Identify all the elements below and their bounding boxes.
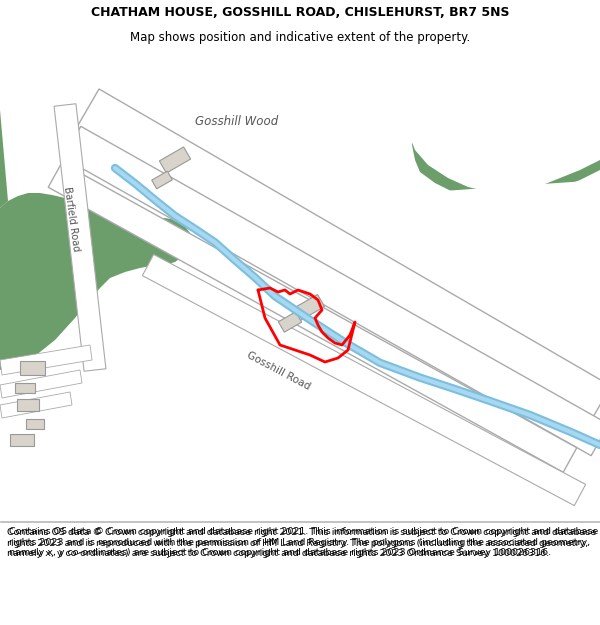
Bar <box>292 294 325 321</box>
Bar <box>17 399 39 411</box>
Polygon shape <box>77 89 600 424</box>
Bar <box>152 171 172 189</box>
Text: Gosshill Wood: Gosshill Wood <box>195 115 278 128</box>
Text: CHATHAM HOUSE, GOSSHILL ROAD, CHISLEHURST, BR7 5NS: CHATHAM HOUSE, GOSSHILL ROAD, CHISLEHURS… <box>91 6 509 19</box>
Text: Contains OS data © Crown copyright and database right 2021. This information is : Contains OS data © Crown copyright and d… <box>9 528 598 557</box>
Polygon shape <box>142 254 586 506</box>
Bar <box>10 434 34 446</box>
Polygon shape <box>412 50 600 202</box>
Polygon shape <box>415 180 600 400</box>
Polygon shape <box>54 104 106 371</box>
Polygon shape <box>63 126 600 456</box>
Bar <box>278 312 302 332</box>
Polygon shape <box>0 392 72 418</box>
Bar <box>15 383 35 393</box>
Polygon shape <box>0 50 8 208</box>
Text: Gosshill Road: Gosshill Road <box>245 350 312 392</box>
Polygon shape <box>0 110 192 370</box>
Polygon shape <box>0 370 82 398</box>
Polygon shape <box>0 345 92 375</box>
Bar <box>19 361 44 375</box>
Polygon shape <box>210 50 600 193</box>
Polygon shape <box>480 350 600 520</box>
Bar <box>26 419 44 429</box>
Polygon shape <box>48 162 577 472</box>
Text: Map shows position and indicative extent of the property.: Map shows position and indicative extent… <box>130 31 470 44</box>
Text: Contains OS data © Crown copyright and database right 2021. This information is : Contains OS data © Crown copyright and d… <box>7 528 596 558</box>
Bar <box>160 147 191 173</box>
Text: Barfield Road: Barfield Road <box>62 186 81 252</box>
